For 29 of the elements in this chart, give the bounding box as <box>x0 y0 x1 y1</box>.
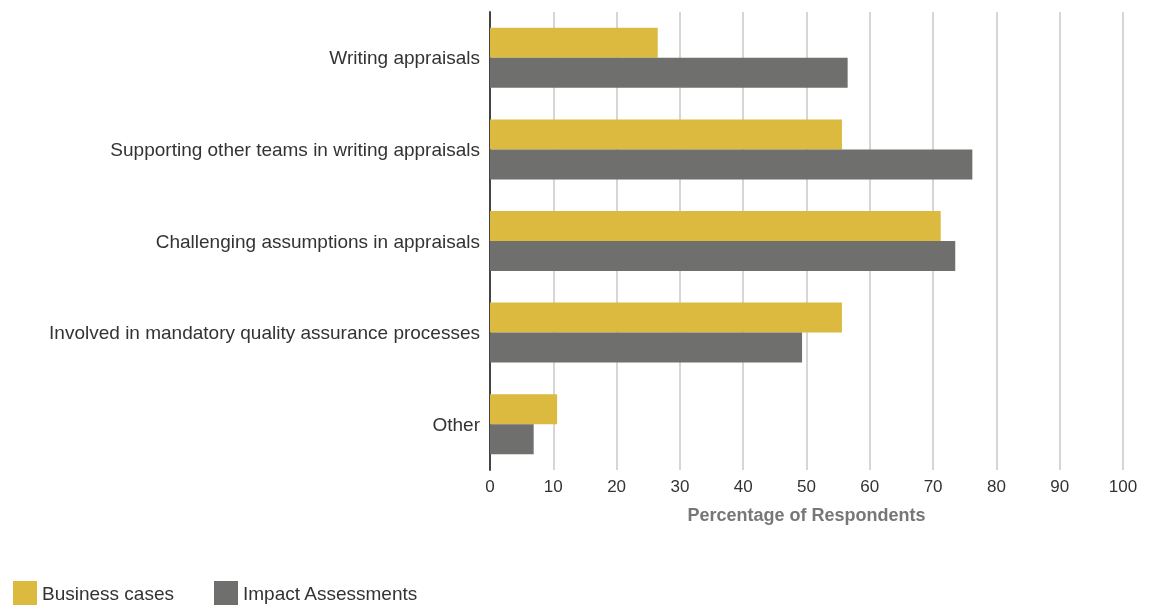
x-tick-label: 90 <box>1050 477 1070 496</box>
bar <box>490 27 658 58</box>
y-tick-label: Other <box>432 413 481 435</box>
bar <box>490 332 803 363</box>
bar <box>490 211 941 241</box>
x-tick-label: 50 <box>797 477 816 496</box>
x-tick-label: 30 <box>670 477 690 496</box>
bar <box>490 424 534 455</box>
legend-label: Business cases <box>42 582 175 604</box>
x-tick-label: 40 <box>733 477 753 496</box>
y-tick-label: Supporting other teams in writing appraisals <box>110 138 480 160</box>
x-tick-label: 10 <box>543 477 563 496</box>
bar <box>490 119 842 150</box>
x-tick-label: 20 <box>607 477 627 496</box>
bar <box>490 57 848 88</box>
x-tick-label: 70 <box>923 477 943 496</box>
y-tick-label: Involved in mandatory quality assurance processes <box>49 322 480 344</box>
y-tick-label: Writing appraisals <box>329 47 480 69</box>
bar <box>490 149 973 180</box>
legend-label: Impact Assessments <box>243 582 418 604</box>
x-tick-label: 0 <box>485 477 495 496</box>
bar <box>490 241 956 271</box>
bar <box>490 394 558 425</box>
bar <box>490 302 842 333</box>
x-tick-label: 60 <box>860 477 880 496</box>
x-tick-label: 100 <box>1108 477 1138 496</box>
x-axis-title: Percentage of Respondents <box>687 505 926 525</box>
y-tick-label: Challenging assumptions in appraisals <box>155 230 480 252</box>
x-tick-label: 80 <box>986 477 1006 496</box>
